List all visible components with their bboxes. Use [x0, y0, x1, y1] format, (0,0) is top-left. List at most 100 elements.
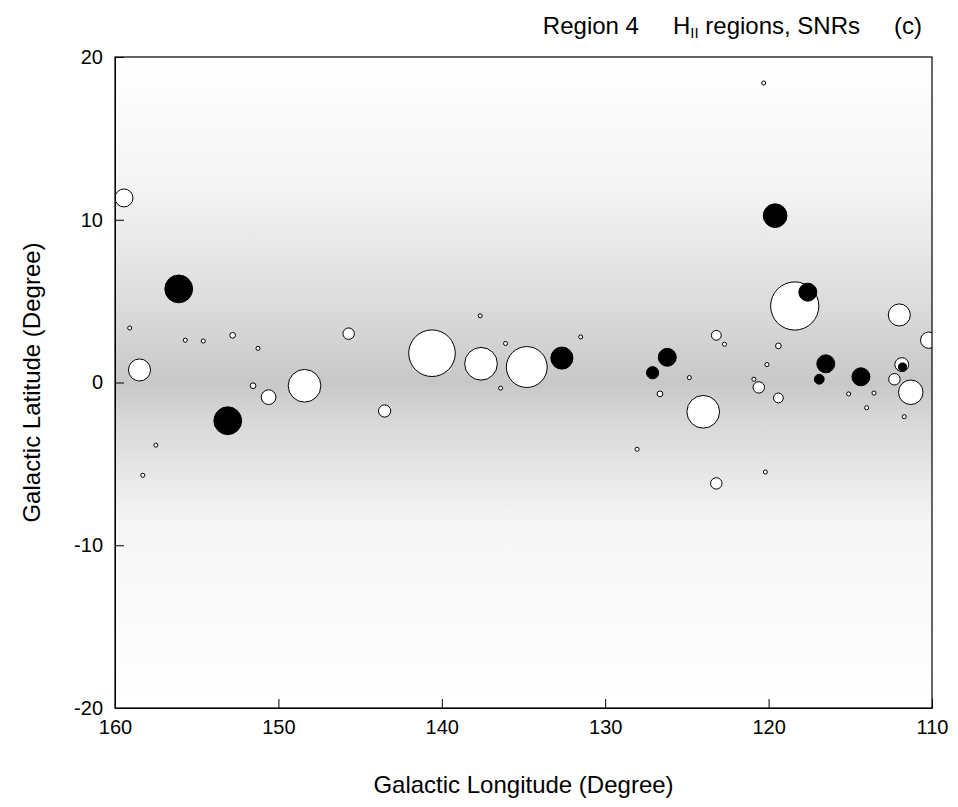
y-axis: -20 -10 0 10 20	[74, 46, 124, 719]
bubble	[409, 330, 456, 377]
bubble	[902, 415, 906, 419]
x-tick-label: 120	[752, 716, 785, 738]
bubble	[763, 204, 787, 228]
plot-area	[115, 57, 932, 708]
bubble	[774, 393, 784, 403]
bubble	[201, 339, 205, 343]
bubble	[465, 347, 498, 380]
bubble	[899, 363, 907, 371]
series-1	[165, 204, 907, 435]
bubble	[687, 376, 691, 380]
bubble	[256, 346, 260, 350]
bubble	[817, 355, 835, 373]
y-tick-mark	[115, 57, 124, 58]
bubble	[888, 304, 910, 326]
bubble	[154, 443, 158, 447]
x-tick-mark	[605, 699, 606, 708]
bubble	[261, 390, 276, 405]
bubble	[551, 347, 573, 369]
y-tick-mark	[115, 220, 124, 221]
bubble	[646, 367, 658, 379]
x-axis: 160 150 140 130 120 110	[99, 699, 949, 738]
bubble	[250, 383, 256, 389]
bubble	[762, 81, 766, 85]
x-tick: 120	[752, 699, 785, 738]
bubble	[343, 328, 354, 339]
bubble	[899, 380, 924, 405]
x-tick: 140	[426, 699, 459, 738]
subtitle: HII regions, SNRs	[673, 12, 860, 41]
bubble	[872, 391, 876, 395]
y-tick-label: -20	[74, 697, 103, 719]
bubble	[115, 189, 133, 207]
x-tick: 130	[589, 699, 622, 738]
bubble	[658, 348, 676, 366]
bubble	[763, 470, 767, 474]
bubble	[771, 282, 819, 330]
x-tick-label: 150	[262, 716, 295, 738]
bubble	[128, 359, 150, 381]
x-tick-label: 160	[99, 716, 132, 738]
y-tick-label: -10	[74, 534, 103, 556]
y-tick-label: 10	[81, 209, 103, 231]
bubble	[765, 363, 769, 367]
x-tick-mark	[278, 699, 279, 708]
x-tick-mark	[769, 699, 770, 708]
y-tick-mark	[115, 383, 124, 384]
bubble	[711, 478, 722, 489]
bubble	[865, 406, 869, 410]
bubble	[687, 395, 720, 428]
bubble	[799, 283, 817, 301]
x-tick-label: 140	[426, 716, 459, 738]
bubble	[478, 314, 482, 318]
x-axis-line	[116, 708, 933, 709]
x-tick-mark	[442, 699, 443, 708]
bubble	[921, 332, 932, 348]
bubble	[753, 382, 764, 393]
bubble	[776, 343, 782, 349]
bubble	[579, 335, 583, 339]
bubble	[183, 338, 187, 342]
bubble	[895, 358, 909, 372]
x-axis-title: Galactic Longitude (Degree)	[373, 771, 673, 798]
y-tick-mark	[115, 708, 124, 709]
bubble	[288, 369, 321, 402]
background-emission	[115, 57, 932, 708]
bubble	[752, 377, 756, 381]
bubble	[711, 330, 721, 340]
bubble	[128, 326, 132, 330]
bubble	[847, 392, 851, 396]
x-tick: 150	[262, 699, 295, 738]
panel-letter: (c)	[894, 12, 922, 39]
x-tick: 110	[917, 699, 949, 738]
y-axis-title: Galactic Latitude (Degree)	[18, 242, 45, 522]
bubble	[141, 473, 145, 477]
bubble	[889, 374, 900, 385]
chart: 160 150 140 130 120 110 -20 -10 0 10 20 Galactic Lo…	[0, 0, 958, 807]
plot-frame	[115, 57, 932, 708]
y-tick: -10	[74, 534, 124, 556]
x-tick-label: 130	[589, 716, 622, 738]
y-tick: 20	[81, 46, 124, 68]
title: Region 4	[543, 12, 639, 39]
bubble	[635, 447, 639, 451]
y-tick: 10	[81, 209, 124, 231]
bubble	[230, 332, 236, 338]
series-0	[115, 81, 932, 489]
bubble	[214, 407, 242, 435]
y-tick: 0	[92, 371, 124, 393]
bubble	[814, 374, 824, 384]
bubble	[503, 341, 507, 345]
x-tick-label: 110	[917, 716, 949, 738]
bubble	[499, 386, 503, 390]
bubble	[165, 275, 193, 303]
y-tick-label: 20	[81, 46, 103, 68]
bubble	[852, 368, 870, 386]
bubble	[657, 391, 663, 397]
y-tick: -20	[74, 697, 124, 719]
bubble	[506, 347, 547, 388]
x-tick-mark	[932, 699, 933, 708]
bubble	[722, 342, 726, 346]
bubble	[378, 405, 390, 417]
y-tick-label: 0	[92, 371, 103, 393]
